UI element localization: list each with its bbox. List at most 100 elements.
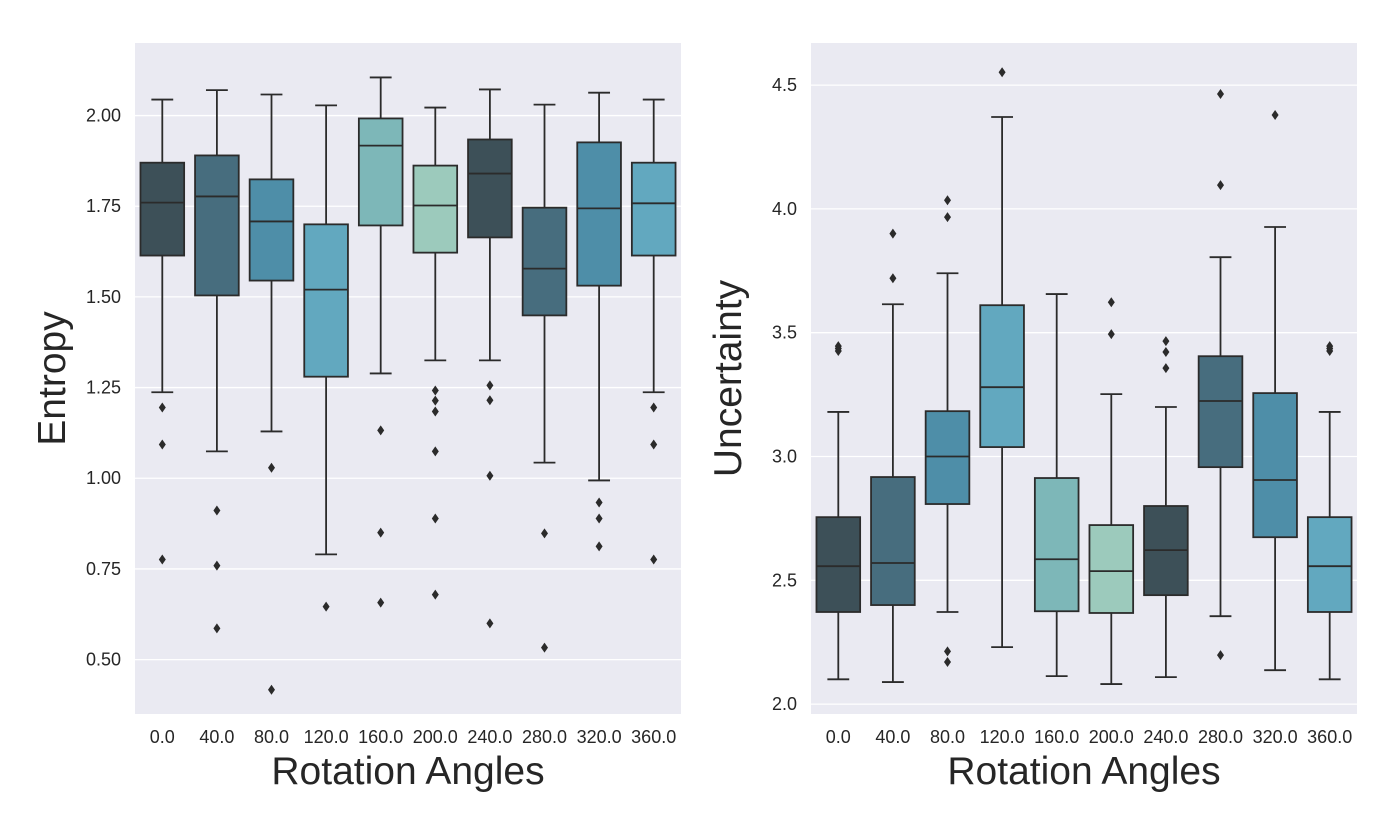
outlier-point — [213, 623, 221, 634]
outlier-point — [650, 402, 658, 413]
x-tick-label: 120.0 — [980, 727, 1025, 747]
iqr-box — [979, 304, 1025, 448]
outlier-point — [486, 395, 494, 406]
outlier-point — [998, 67, 1006, 78]
y-tick-label: 2.0 — [772, 694, 797, 714]
outlier-point — [1107, 297, 1115, 308]
outlier-point — [431, 513, 439, 524]
y-tick-label: 1.00 — [86, 468, 121, 488]
x-tick-label: 0.0 — [826, 727, 851, 747]
x-tick-label: 320.0 — [577, 727, 622, 747]
outlier-point — [834, 346, 842, 357]
entropy-boxes — [139, 76, 677, 695]
x-tick-label: 0.0 — [150, 727, 175, 747]
box-360.0 — [630, 98, 677, 565]
y-tick-label: 3.5 — [772, 323, 797, 343]
x-tick-label: 80.0 — [254, 727, 289, 747]
outlier-point — [322, 601, 330, 612]
uncertainty-x-axis-label: Rotation Angles — [947, 750, 1220, 793]
iqr-box — [870, 476, 916, 606]
box-280.0 — [521, 103, 568, 653]
outlier-point — [486, 380, 494, 391]
iqr-box — [1033, 477, 1080, 613]
outlier-point — [1326, 346, 1334, 357]
iqr-box — [1088, 524, 1135, 614]
outlier-point — [1217, 650, 1224, 661]
box-200.0 — [1088, 297, 1135, 685]
y-tick-label: 0.75 — [86, 559, 121, 579]
entropy-y-axis-label: Entropy — [31, 311, 74, 446]
outlier-point — [1162, 363, 1170, 374]
outlier-point — [595, 513, 603, 524]
y-tick-label: 3.0 — [772, 446, 797, 466]
y-tick-label: 4.0 — [772, 199, 797, 219]
y-tick-label: 1.75 — [86, 196, 121, 216]
box-200.0 — [412, 106, 459, 600]
box-320.0 — [1252, 110, 1298, 672]
outlier-point — [1217, 180, 1224, 191]
outlier-point — [377, 527, 385, 538]
x-tick-label: 80.0 — [930, 727, 965, 747]
uncertainty-boxplot-panel: 2.0 2.5 3.0 3.5 4.0 4.5 0.0 40.0 80.0 120.0 160.0… — [707, 43, 1357, 793]
uncertainty-y-axis-label: Uncertainty — [707, 279, 750, 477]
outlier-point — [944, 657, 951, 668]
box-0.0 — [139, 98, 186, 565]
box-120.0 — [979, 67, 1025, 649]
x-tick-label: 320.0 — [1253, 727, 1298, 747]
y-tick-label: 0.50 — [86, 650, 121, 670]
x-tick-label: 160.0 — [358, 727, 403, 747]
outlier-point — [213, 505, 221, 516]
iqr-box — [521, 206, 568, 317]
outlier-point — [486, 618, 494, 629]
iqr-box — [1252, 392, 1298, 539]
outlier-point — [1162, 336, 1170, 347]
box-0.0 — [815, 341, 862, 681]
outlier-point — [944, 212, 951, 223]
iqr-box — [412, 164, 459, 254]
x-tick-label: 280.0 — [522, 727, 567, 747]
entropy-y-ticks: 0.50 0.75 1.00 1.25 1.50 1.75 2.00 — [86, 106, 121, 670]
x-tick-label: 120.0 — [304, 727, 349, 747]
entropy-boxplot-panel: 0.50 0.75 1.00 1.25 1.50 1.75 2.00 0.0 40.0 80.0… — [31, 43, 681, 793]
uncertainty-y-ticks: 2.0 2.5 3.0 3.5 4.0 4.5 — [772, 75, 797, 714]
box-280.0 — [1197, 89, 1244, 661]
outlier-point — [889, 228, 897, 239]
y-tick-label: 2.5 — [772, 570, 797, 590]
outlier-point — [541, 528, 548, 539]
box-360.0 — [1306, 341, 1353, 681]
x-tick-label: 200.0 — [1089, 727, 1134, 747]
uncertainty-x-ticks: 0.0 40.0 80.0 120.0 160.0 200.0 240.0 280.0 320.… — [826, 727, 1352, 747]
x-tick-label: 200.0 — [413, 727, 458, 747]
box-160.0 — [357, 76, 404, 608]
outlier-point — [158, 554, 166, 565]
entropy-x-ticks: 0.0 40.0 80.0 120.0 160.0 200.0 240.0 280.0 320.… — [150, 727, 676, 747]
outlier-point — [431, 395, 439, 406]
iqr-box — [467, 138, 513, 239]
outlier-point — [268, 684, 275, 695]
x-tick-label: 360.0 — [631, 727, 676, 747]
outlier-point — [944, 195, 951, 206]
outlier-point — [1107, 329, 1115, 340]
outlier-point — [541, 642, 548, 653]
outlier-point — [377, 425, 385, 436]
box-240.0 — [1143, 336, 1189, 679]
outlier-point — [431, 446, 439, 457]
y-tick-label: 2.00 — [86, 106, 121, 126]
box-40.0 — [194, 89, 240, 634]
box-320.0 — [576, 91, 622, 552]
outlier-point — [158, 439, 166, 450]
box-120.0 — [303, 104, 349, 612]
outlier-point — [889, 273, 897, 284]
box-160.0 — [1033, 293, 1080, 678]
iqr-box — [1197, 355, 1244, 469]
outlier-point — [1217, 89, 1224, 100]
box-240.0 — [467, 88, 513, 629]
outlier-point — [650, 554, 658, 565]
iqr-box — [1306, 516, 1353, 613]
outlier-point — [158, 402, 166, 413]
outlier-point — [1162, 347, 1170, 358]
outlier-point — [431, 385, 439, 396]
outlier-point — [595, 541, 603, 552]
